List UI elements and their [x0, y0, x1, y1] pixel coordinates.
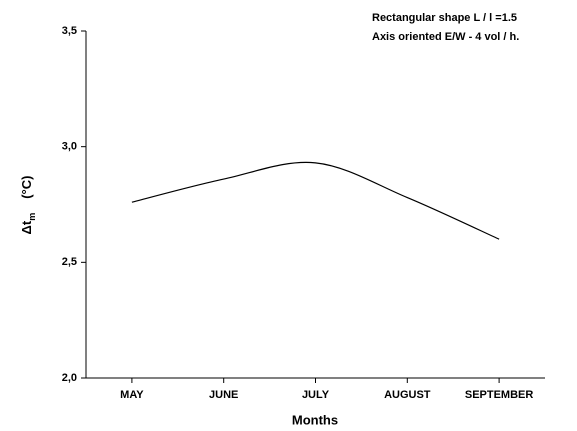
- data-line: [131, 161, 500, 240]
- x-tick-label: AUGUST: [384, 389, 431, 401]
- y-axis-label: Δtm (°C): [19, 176, 37, 235]
- annotation: Axis oriented E/W - 4 vol / h.: [372, 31, 519, 43]
- x-tick-label: JUNE: [209, 389, 238, 401]
- y-axis-label-unit: (°C): [19, 176, 34, 199]
- x-tick-label: JULY: [302, 389, 330, 401]
- x-tick-label: SEPTEMBER: [465, 389, 534, 401]
- y-tick-label: 3,5: [62, 25, 77, 37]
- y-tick-label: 2,5: [62, 256, 77, 268]
- y-tick-label: 2,0: [62, 372, 77, 384]
- x-axis-label: Months: [292, 412, 338, 427]
- axes: [85, 31, 545, 379]
- y-tick-label: 3,0: [62, 141, 77, 153]
- annotation: Rectangular shape L / l =1.5: [372, 12, 517, 24]
- y-axis-label-subscript: m: [27, 213, 37, 221]
- y-axis-label-main: Δt: [19, 220, 34, 234]
- x-tick-label: MAY: [120, 389, 144, 401]
